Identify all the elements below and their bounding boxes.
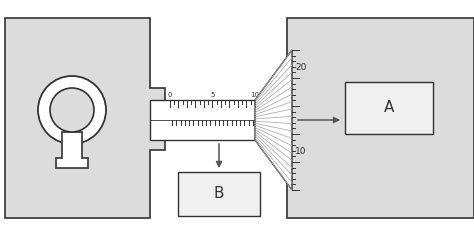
Circle shape — [50, 88, 94, 132]
Text: 0: 0 — [168, 92, 172, 98]
Bar — [345, 82, 433, 134]
Bar — [150, 100, 262, 140]
Bar — [178, 172, 260, 216]
Circle shape — [38, 76, 106, 144]
Text: 5: 5 — [210, 92, 215, 98]
Text: B: B — [214, 187, 224, 201]
Text: 20: 20 — [295, 64, 306, 73]
Text: 10: 10 — [295, 147, 307, 156]
Polygon shape — [255, 50, 292, 190]
Text: 10: 10 — [250, 92, 259, 98]
Polygon shape — [56, 132, 88, 168]
Polygon shape — [5, 18, 165, 218]
Bar — [287, 18, 474, 218]
Text: A: A — [384, 100, 394, 115]
